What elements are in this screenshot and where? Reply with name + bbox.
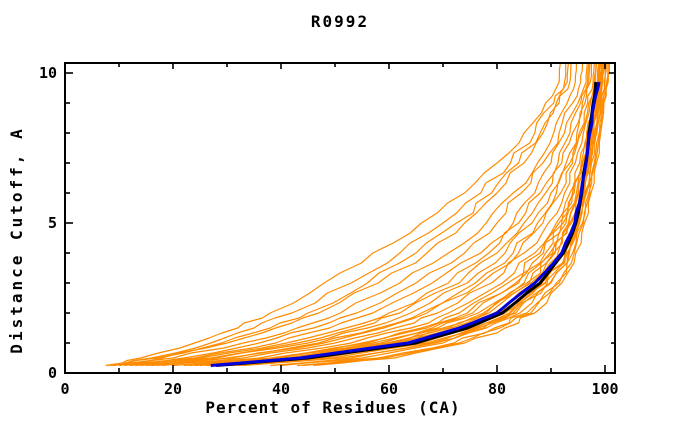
curve-model-09: [151, 63, 595, 367]
curve-model-02: [108, 64, 567, 367]
x-tick-label: 40: [272, 380, 290, 398]
x-axis-label: Percent of Residues (CA): [205, 398, 460, 417]
y-tick-label: 10: [39, 64, 57, 82]
curve-model-25: [189, 63, 601, 367]
y-axis-label: Distance Cutoff, A: [7, 126, 26, 353]
curve-model-04: [118, 64, 578, 367]
curve-model-28: [280, 64, 607, 367]
chart-title: R0992: [311, 12, 369, 31]
curve-model-11: [172, 63, 600, 367]
y-tick-label: 5: [48, 214, 57, 232]
axis-ticks: [64, 63, 615, 374]
y-tick-label: 0: [48, 364, 57, 382]
x-tick-label: 80: [488, 380, 506, 398]
curve-model-05: [110, 63, 569, 367]
curve-model-32: [302, 63, 609, 367]
x-tick-label: 20: [164, 380, 182, 398]
curve-model-10: [162, 63, 597, 367]
curve-highlight-black: [216, 81, 598, 367]
curve-model-01: [105, 63, 561, 367]
axis-tick-labels: 0 20 40 60 80 100 0 5 10: [39, 64, 619, 398]
curve-model-15: [135, 63, 590, 367]
curve-model-20: [237, 63, 604, 367]
curve-model-19: [226, 63, 604, 367]
x-tick-label: 60: [380, 380, 398, 398]
curve-model-07: [129, 63, 588, 367]
plot-frame: [64, 62, 616, 374]
x-tick-label: 0: [60, 380, 69, 398]
x-tick-label: 100: [591, 380, 618, 398]
curve-model-14: [156, 64, 597, 367]
curve-model-06: [124, 64, 584, 367]
curve-model-27: [208, 63, 602, 367]
curve-model-21: [199, 64, 602, 367]
curve-area: [105, 63, 611, 367]
curve-highlight-blue: [210, 81, 601, 367]
curve-model-12: [145, 63, 593, 367]
curve-model-08: [140, 63, 591, 367]
curve-model-30: [313, 64, 611, 367]
